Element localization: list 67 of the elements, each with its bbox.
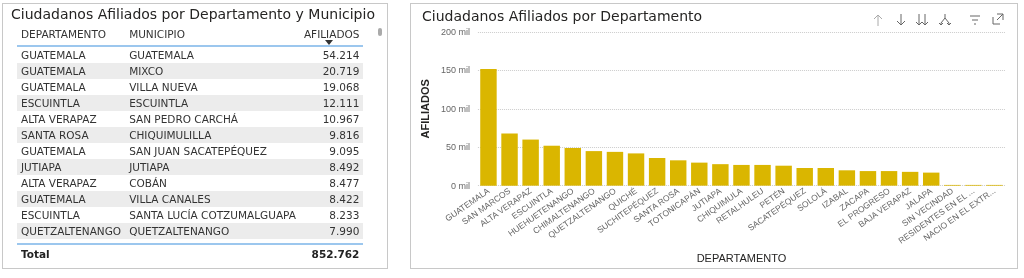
- text: 9.816: [299, 127, 364, 143]
- y-tick-label: 0 mil: [450, 180, 470, 191]
- text: JUTIAPA: [17, 159, 126, 175]
- text: GUATEMALA: [20, 144, 87, 159]
- text: Total: [17, 244, 126, 263]
- bar: [669, 160, 687, 186]
- bar: [501, 133, 518, 186]
- bar: [901, 171, 919, 186]
- bar: [733, 164, 750, 186]
- text: COBÁN: [128, 176, 168, 191]
- text: 54.214: [321, 48, 361, 63]
- text: CHIQUIMULILLA: [125, 127, 300, 143]
- y-tick-label: 200 mil: [440, 27, 470, 37]
- text: VILLA CANALES: [125, 191, 300, 207]
- text: 7.990: [299, 223, 364, 239]
- text: SANTA ROSA: [17, 127, 126, 143]
- text: 8.422: [299, 191, 364, 207]
- text: SAN PEDRO CARCHÁ: [128, 112, 239, 127]
- text: ALTA VERAPAZ: [20, 112, 98, 127]
- bar: [712, 164, 729, 186]
- bar: [648, 158, 666, 186]
- bar: [922, 172, 940, 186]
- bar: [859, 171, 877, 186]
- text: GUATEMALA: [20, 80, 87, 95]
- bar: [627, 153, 645, 186]
- bar: [522, 139, 539, 186]
- text: SANTA LUCÍA COTZUMALGUAPA: [128, 208, 297, 223]
- text: ESCUINTLA: [125, 95, 300, 111]
- text: GUATEMALA: [128, 48, 195, 63]
- bar: [543, 145, 560, 186]
- bar: [838, 170, 856, 186]
- bar: [817, 168, 835, 186]
- y-tick-label: 100 mil: [440, 103, 470, 114]
- text: 20.719: [299, 63, 364, 79]
- text: ESCUINTLA: [17, 95, 126, 111]
- y-tick-label: 50 mil: [445, 142, 470, 153]
- bar: [564, 148, 582, 186]
- bar: [606, 151, 624, 186]
- text: MIXCO: [125, 63, 300, 79]
- y-axis-title: AFILIADOS: [418, 79, 431, 139]
- text: 10.967: [321, 112, 361, 127]
- text: VILLA NUEVA: [128, 80, 199, 95]
- bar: [775, 165, 792, 186]
- bar: [754, 164, 771, 186]
- text: GUATEMALA: [17, 63, 126, 79]
- text: SAN JUAN SACATEPÉQUEZ: [128, 144, 268, 159]
- bar: [691, 162, 708, 186]
- text: DEPARTAMENTO: [17, 26, 126, 46]
- bar: [880, 171, 898, 186]
- bar: [585, 151, 603, 186]
- text: GUATEMALA: [20, 48, 87, 63]
- text: 12.111: [299, 95, 364, 111]
- y-tick-label: 150 mil: [440, 65, 470, 76]
- text: 8.233: [328, 208, 361, 223]
- text: 9.095: [328, 144, 361, 159]
- bar: [796, 168, 813, 186]
- text: AFILIADOS: [303, 28, 360, 40]
- chart-title: Ciudadanos Afiliados por Departamento: [422, 8, 703, 24]
- text: 19.068: [321, 80, 361, 95]
- text: 8.477: [328, 176, 361, 191]
- text: 8.492: [299, 159, 364, 175]
- text: JUTIAPA: [125, 159, 300, 175]
- text: 852.762: [299, 244, 364, 263]
- text: MUNICIPIO: [125, 26, 300, 46]
- bar: [480, 68, 497, 186]
- text: Ciudadanos Afiliados por Departamento y Municipio: [11, 6, 375, 22]
- x-axis-title: DEPARTAMENTO: [696, 251, 787, 264]
